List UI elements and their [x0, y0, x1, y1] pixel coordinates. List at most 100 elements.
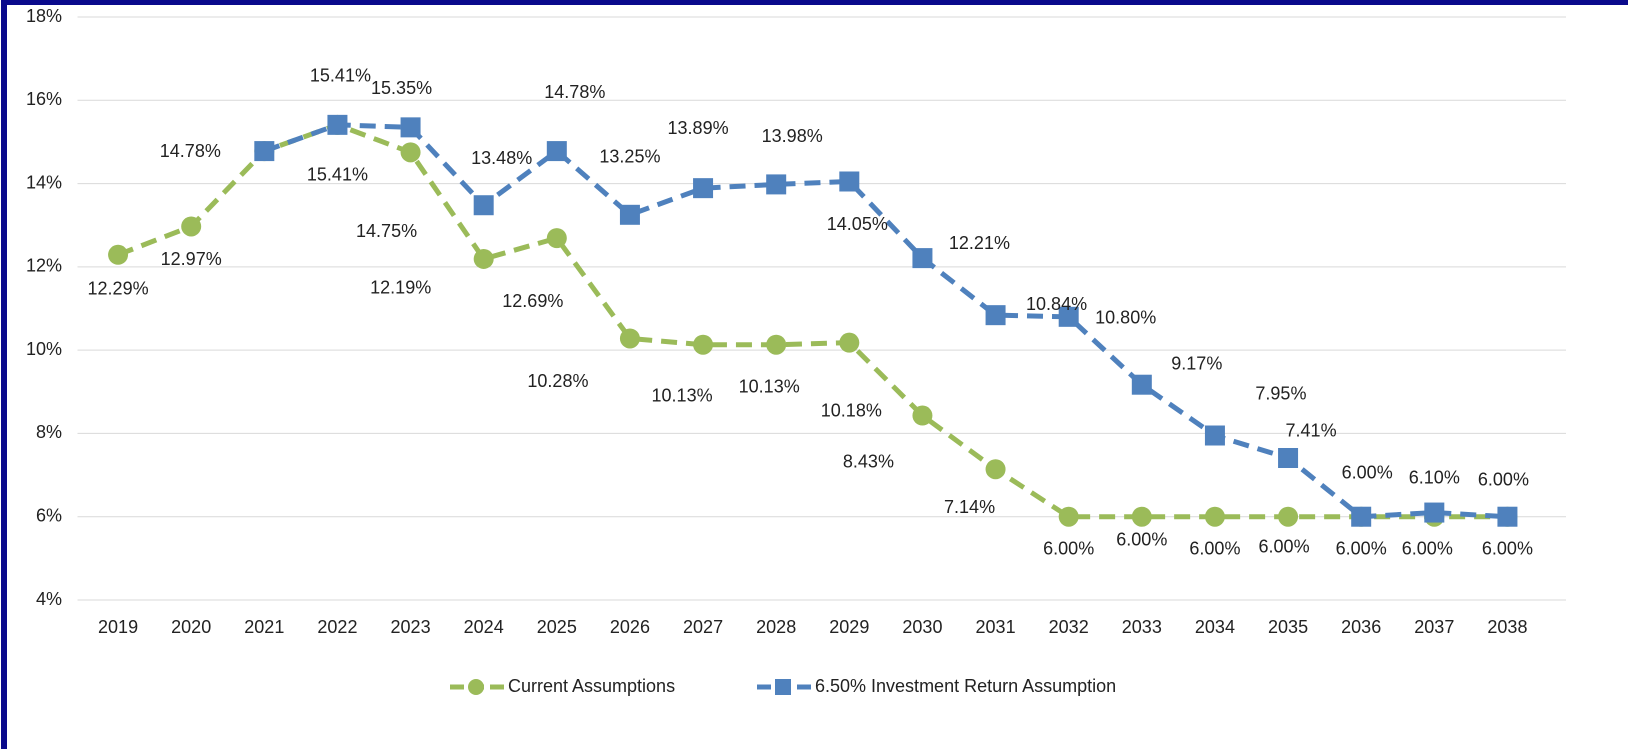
data-label: 7.41% [1286, 421, 1337, 441]
data-label: 13.89% [668, 118, 729, 138]
data-label: 12.29% [88, 279, 149, 299]
data-label: 6.00% [1482, 538, 1533, 558]
y-tick-label: 10% [26, 339, 62, 359]
marker [1058, 506, 1079, 527]
x-tick-label: 2036 [1341, 617, 1381, 637]
marker [839, 332, 860, 353]
x-tick-label: 2020 [171, 617, 211, 637]
data-label: 14.75% [356, 221, 417, 241]
y-tick-label: 8% [36, 422, 62, 442]
legend-marker [468, 679, 484, 695]
data-label: 6.10% [1409, 467, 1460, 487]
x-tick-label: 2038 [1487, 617, 1527, 637]
marker [1424, 502, 1445, 523]
data-label: 6.00% [1116, 529, 1167, 549]
marker [1278, 506, 1299, 527]
x-tick-label: 2035 [1268, 617, 1308, 637]
marker [254, 141, 275, 162]
data-label: 10.13% [739, 376, 800, 396]
data-label: 6.00% [1336, 538, 1387, 558]
marker [546, 228, 567, 249]
x-tick-label: 2025 [537, 617, 577, 637]
marker [1131, 506, 1152, 527]
data-label: 9.17% [1171, 353, 1222, 373]
marker [473, 195, 494, 216]
data-label: 7.14% [944, 497, 995, 517]
legend-marker [775, 679, 791, 695]
data-label: 12.21% [949, 233, 1010, 253]
marker [619, 328, 640, 349]
marker [400, 142, 421, 163]
y-tick-label: 6% [36, 505, 62, 525]
x-tick-label: 2024 [464, 617, 504, 637]
series-line [117, 122, 1508, 520]
x-tick-label: 2029 [829, 617, 869, 637]
marker [839, 171, 860, 192]
x-tick-label: 2031 [976, 617, 1016, 637]
data-label: 6.00% [1259, 536, 1310, 556]
marker [400, 117, 421, 138]
x-tick-label: 2023 [391, 617, 431, 637]
marker [1204, 425, 1225, 446]
x-tick-label: 2027 [683, 617, 723, 637]
y-tick-label: 14% [26, 172, 62, 192]
data-label: 6.00% [1189, 538, 1240, 558]
data-label: 10.84% [1026, 294, 1087, 314]
x-tick-label: 2033 [1122, 617, 1162, 637]
data-label: 13.48% [471, 148, 532, 168]
x-tick-label: 2034 [1195, 617, 1235, 637]
y-tick-label: 16% [26, 89, 62, 109]
data-label: 14.78% [160, 141, 221, 161]
x-tick-label: 2021 [244, 617, 284, 637]
data-label: 6.00% [1043, 538, 1094, 558]
x-tick-label: 2026 [610, 617, 650, 637]
legend-label: Current Assumptions [508, 676, 675, 696]
x-tick-label: 2028 [756, 617, 796, 637]
marker [1204, 506, 1225, 527]
series-line [263, 122, 1508, 520]
data-label: 14.78% [544, 82, 605, 102]
marker [1351, 506, 1372, 527]
marker [766, 334, 787, 355]
marker [1497, 506, 1518, 527]
y-tick-label: 18% [26, 6, 62, 26]
data-label: 14.05% [827, 214, 888, 234]
marker [1278, 447, 1299, 468]
data-label: 12.97% [161, 249, 222, 269]
x-tick-label: 2022 [317, 617, 357, 637]
x-tick-label: 2019 [98, 617, 138, 637]
data-label: 6.00% [1478, 469, 1529, 489]
marker [1058, 306, 1079, 327]
marker [912, 248, 933, 269]
marker [181, 216, 202, 237]
data-label: 10.13% [652, 385, 713, 405]
data-label: 10.80% [1095, 308, 1156, 328]
data-label: 6.00% [1402, 538, 1453, 558]
y-tick-label: 4% [36, 589, 62, 609]
data-label: 15.41% [307, 165, 368, 185]
data-label: 15.41% [310, 66, 371, 86]
x-tick-label: 2037 [1414, 617, 1454, 637]
x-tick-label: 2030 [902, 617, 942, 637]
data-label: 13.98% [762, 126, 823, 146]
data-label: 12.19% [370, 278, 431, 298]
marker [327, 114, 348, 135]
data-label: 6.00% [1342, 462, 1393, 482]
marker [693, 178, 714, 199]
data-label: 10.28% [527, 371, 588, 391]
marker [766, 174, 787, 195]
marker [693, 334, 714, 355]
y-tick-label: 12% [26, 256, 62, 276]
data-label: 13.25% [599, 147, 660, 167]
x-tick-label: 2032 [1049, 617, 1089, 637]
marker [619, 204, 640, 225]
marker [108, 244, 129, 265]
legend-label: 6.50% Investment Return Assumption [815, 676, 1116, 696]
marker [473, 248, 494, 269]
data-label: 7.95% [1255, 383, 1306, 403]
marker [912, 405, 933, 426]
data-label: 10.18% [821, 400, 882, 420]
data-label: 12.69% [502, 291, 563, 311]
